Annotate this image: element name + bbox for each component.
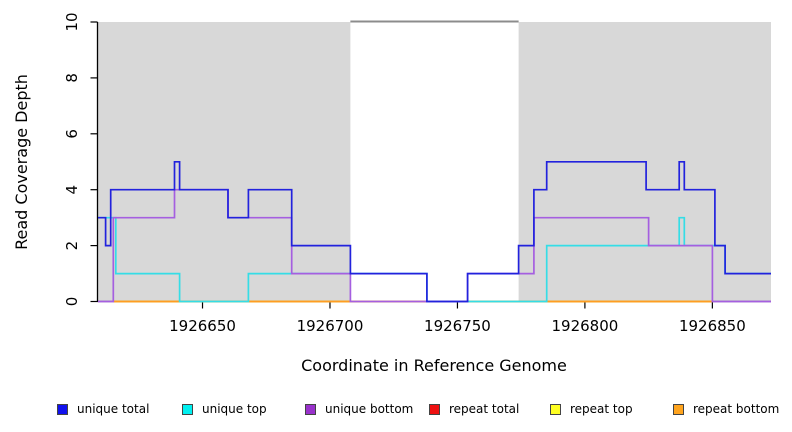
- legend-label: repeat bottom: [693, 402, 780, 416]
- x-tick-label: 1926650: [169, 317, 236, 335]
- legend-label: unique bottom: [325, 402, 414, 416]
- x-axis-title: Coordinate in Reference Genome: [301, 356, 567, 375]
- legend-swatch-repeat-bottom: [673, 403, 684, 415]
- series-lines: [98, 160, 771, 303]
- y-tick-label: 2: [63, 241, 81, 251]
- legend-swatch-unique-bottom: [305, 403, 316, 415]
- legend-item-unique-top: unique top: [182, 398, 267, 420]
- legend-swatch-repeat-total: [429, 403, 440, 415]
- legend-label: repeat top: [570, 402, 633, 416]
- x-tick-label: 1926850: [679, 317, 746, 335]
- shaded-repeat-regions: [98, 20, 771, 302]
- y-tick-label: 4: [63, 185, 81, 195]
- y-tick-label: 10: [63, 12, 81, 31]
- legend-item-repeat-top: repeat top: [550, 398, 633, 420]
- y-tick-label: 0: [63, 297, 81, 307]
- x-tick-label: 1926800: [551, 317, 618, 335]
- legend-item-unique-total: unique total: [57, 398, 149, 420]
- x-tick-label: 1926700: [297, 317, 364, 335]
- legend-swatch-unique-top: [182, 403, 193, 415]
- legend: unique total unique top unique bottom re…: [0, 398, 792, 424]
- series-line-unique-total: [98, 160, 771, 303]
- legend-swatch-unique-total: [57, 403, 68, 415]
- axes: 1926650 1926700 1926750 1926800 1926850 0 2 4 6 8…: [63, 12, 771, 335]
- legend-swatch-repeat-top: [550, 403, 561, 415]
- series-line-unique-bottom: [98, 188, 771, 303]
- legend-item-repeat-bottom: repeat bottom: [673, 398, 779, 420]
- legend-item-unique-bottom: unique bottom: [305, 398, 413, 420]
- y-tick-label: 8: [63, 73, 81, 83]
- x-tick-label: 1926750: [424, 317, 491, 335]
- legend-label: repeat total: [449, 402, 520, 416]
- shaded-region: [98, 22, 351, 302]
- y-tick-label: 6: [63, 129, 81, 139]
- y-axis-title: Read Coverage Depth: [12, 74, 31, 250]
- legend-label: unique top: [202, 402, 267, 416]
- legend-label: unique total: [77, 402, 150, 416]
- legend-item-repeat-total: repeat total: [429, 398, 519, 420]
